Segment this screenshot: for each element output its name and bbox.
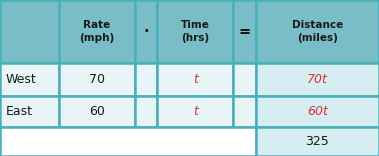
Text: 325: 325 (305, 135, 329, 148)
Bar (135, 96, 157, 127)
Bar (256, 0, 379, 63)
Bar (0, 96, 59, 127)
Text: 70t: 70t (307, 73, 328, 86)
Text: 60t: 60t (307, 105, 328, 118)
Bar (157, 0, 233, 63)
Bar (157, 63, 233, 96)
Text: Rate
(mph): Rate (mph) (79, 20, 114, 43)
Text: Distance
(miles): Distance (miles) (292, 20, 343, 43)
Text: 60: 60 (89, 105, 105, 118)
Bar (157, 96, 233, 127)
Text: t: t (193, 73, 197, 86)
Text: ·: · (143, 24, 149, 39)
Bar (256, 127, 379, 156)
Text: 70: 70 (89, 73, 105, 86)
Text: West: West (6, 73, 36, 86)
Bar (0, 63, 59, 96)
Bar (256, 96, 379, 127)
Bar (233, 96, 256, 127)
Bar (135, 0, 157, 63)
Bar (59, 0, 135, 63)
Text: t: t (193, 105, 197, 118)
Text: =: = (238, 24, 251, 39)
Text: East: East (6, 105, 33, 118)
Bar (233, 63, 256, 96)
Bar (0, 127, 256, 156)
Text: Time
(hrs): Time (hrs) (181, 20, 210, 43)
Bar (59, 96, 135, 127)
Bar (59, 63, 135, 96)
Bar (233, 0, 256, 63)
Bar (0, 0, 59, 63)
Bar (135, 63, 157, 96)
Bar (256, 63, 379, 96)
